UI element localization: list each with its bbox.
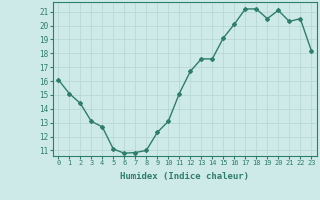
X-axis label: Humidex (Indice chaleur): Humidex (Indice chaleur) [120,172,249,181]
